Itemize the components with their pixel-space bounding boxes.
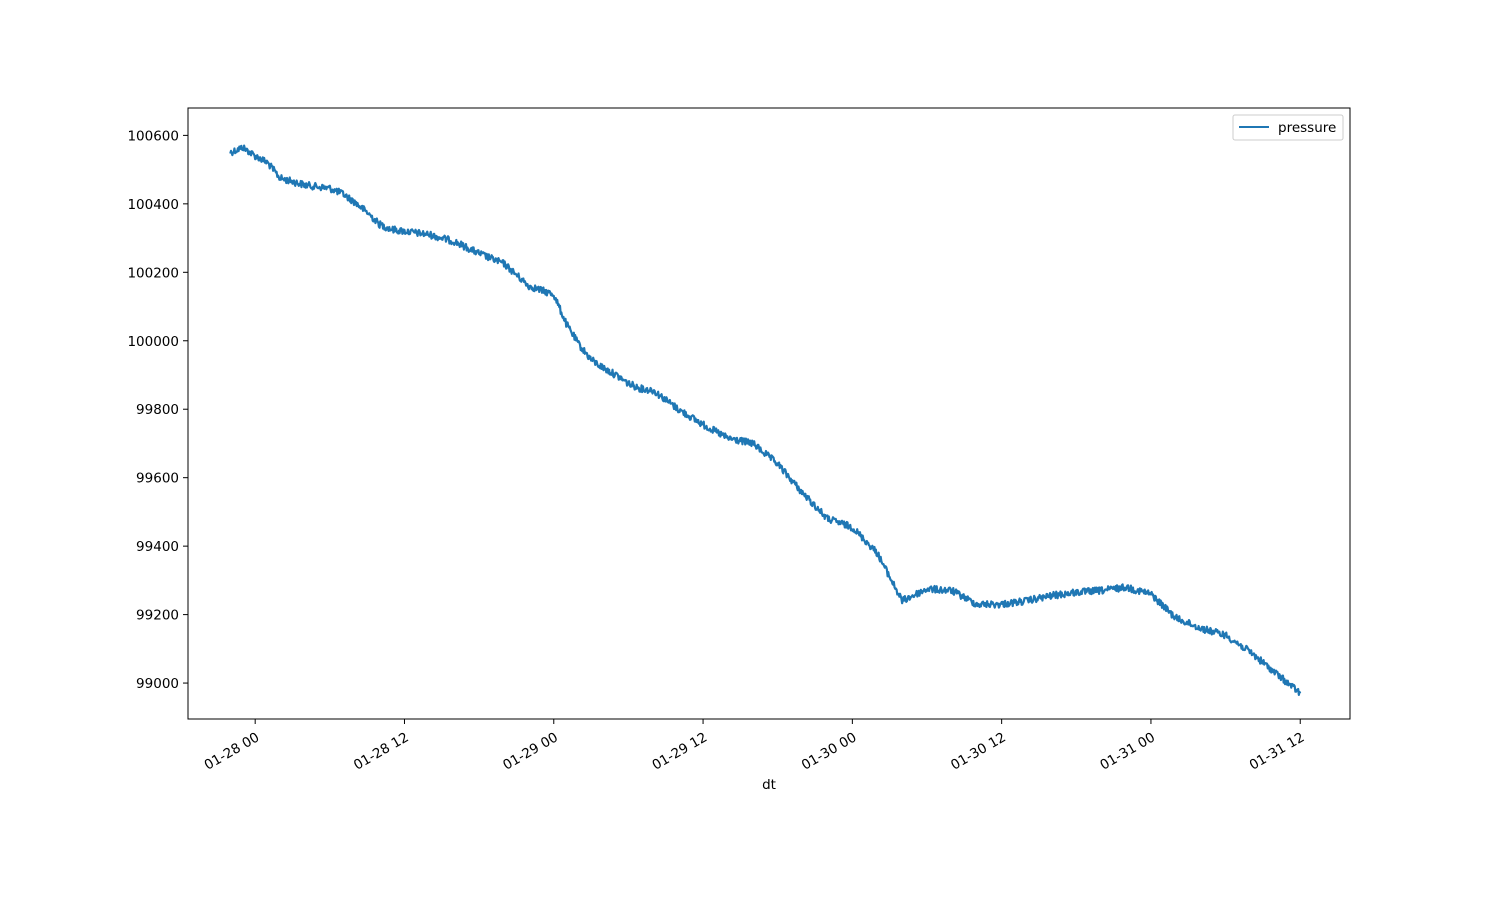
y-tick-label: 100400 bbox=[127, 197, 179, 213]
legend: pressure bbox=[1232, 114, 1344, 141]
x-axis-label: dt bbox=[762, 777, 776, 793]
y-tick-label: 100600 bbox=[127, 128, 179, 144]
plot-area bbox=[229, 144, 1302, 696]
y-axis: 99000 99200 99400 99600 99800 100000 100200 100… bbox=[127, 128, 188, 692]
y-tick-label: 99800 bbox=[136, 402, 179, 418]
series-line-pressure bbox=[229, 144, 1302, 696]
y-tick-label: 99600 bbox=[136, 471, 179, 487]
y-tick-label: 100200 bbox=[127, 265, 179, 281]
y-tick-label: 99400 bbox=[136, 539, 179, 555]
y-tick-label: 99200 bbox=[136, 608, 179, 624]
legend-label-pressure: pressure bbox=[1278, 120, 1336, 136]
y-tick-label: 100000 bbox=[127, 334, 179, 350]
y-tick-label: 99000 bbox=[136, 676, 179, 692]
legend-box bbox=[1232, 114, 1344, 141]
axes-frame bbox=[187, 107, 1351, 720]
